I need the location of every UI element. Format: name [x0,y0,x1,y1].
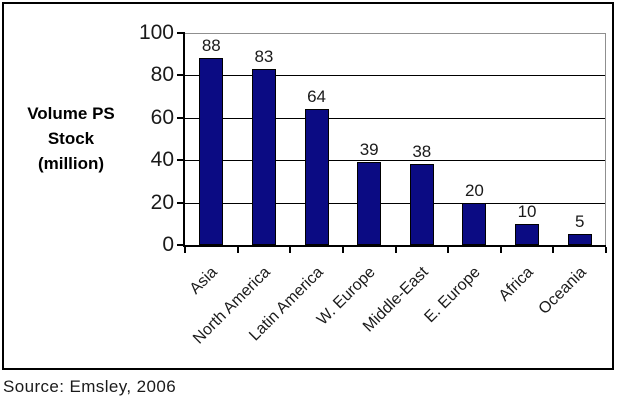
x-category-label: Latin America [245,263,327,345]
y-axis-line [183,33,185,247]
bar-value-label: 88 [201,36,221,56]
x-category-label: Asia [187,263,222,298]
h-gridline [185,160,605,162]
y-tick-mark [177,116,185,119]
x-category-label: Africa [495,263,537,305]
h-gridline [185,202,605,204]
bar-value-label: 83 [254,47,274,67]
bar-latin-america [304,109,329,245]
y-tick-label: 40 [150,148,174,172]
bar-value-label: 64 [307,87,327,107]
y-tick-mark [177,32,185,34]
x-tick-mark [552,247,555,253]
x-category-label: Oceania [535,263,590,318]
h-gridline [185,75,605,77]
x-tick-mark [236,247,239,253]
y-tick-mark [177,201,185,204]
bar-e-europe [462,202,487,245]
bar-value-label: 39 [359,140,379,160]
y-tick-mark [177,159,185,162]
source-caption: Source: Emsley, 2006 [3,377,177,396]
x-tick-mark [499,247,502,253]
y-tick-label: 80 [150,63,174,87]
x-tick-mark [184,247,186,253]
bar-value-label: 38 [412,142,432,162]
x-category-label: E. Europe [421,263,485,327]
bar-value-label: 10 [517,201,537,221]
x-tick-mark [289,247,292,253]
y-tick-mark [177,74,185,77]
x-tick-mark [447,247,450,253]
x-tick-mark [605,247,607,253]
y-tick-label: 100 [138,21,174,44]
bar-asia [199,58,224,245]
bar-north-america [251,69,276,245]
x-category-label: North America [189,263,274,348]
bar-oceania [567,234,592,245]
bar-africa [515,223,540,245]
bar-value-label: 20 [464,180,484,200]
y-tick-label: 0 [162,233,174,256]
bar-value-label: 5 [574,212,585,232]
x-tick-mark [394,247,397,253]
x-axis-line [183,245,606,247]
y-tick-label: 20 [150,190,174,214]
y-tick-label: 60 [150,105,174,129]
bar-middle-east [409,164,434,245]
bar-w-europe [357,162,382,245]
plot-area [185,33,606,245]
h-gridline [185,117,605,119]
y-axis-title: Volume PS Stock (million) [27,104,115,173]
x-category-label: W. Europe [314,263,379,329]
x-tick-mark [341,247,344,253]
y-tick-mark [177,244,185,246]
